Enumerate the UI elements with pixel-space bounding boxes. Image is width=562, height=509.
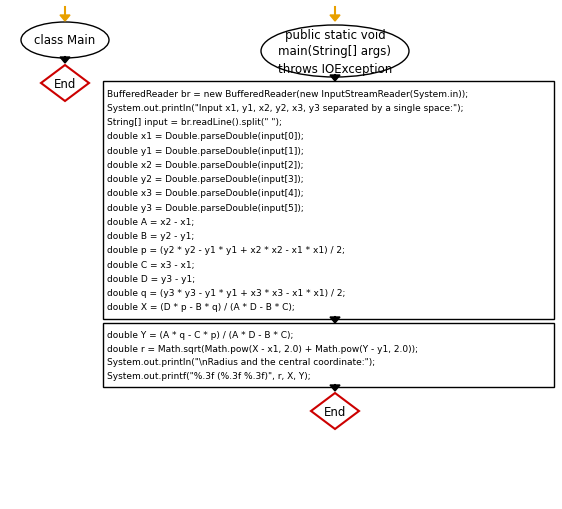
FancyBboxPatch shape — [103, 82, 554, 319]
Polygon shape — [330, 76, 340, 82]
Text: double r = Math.sqrt(Math.pow(X - x1, 2.0) + Math.pow(Y - y1, 2.0));: double r = Math.sqrt(Math.pow(X - x1, 2.… — [107, 344, 418, 353]
Text: End: End — [54, 77, 76, 90]
Text: double y2 = Double.parseDouble(input[3]);: double y2 = Double.parseDouble(input[3])… — [107, 175, 303, 184]
Text: double y1 = Double.parseDouble(input[1]);: double y1 = Double.parseDouble(input[1])… — [107, 147, 303, 155]
Text: double A = x2 - x1;: double A = x2 - x1; — [107, 217, 194, 227]
Text: double x1 = Double.parseDouble(input[0]);: double x1 = Double.parseDouble(input[0])… — [107, 132, 303, 141]
Text: double B = y2 - y1;: double B = y2 - y1; — [107, 232, 194, 241]
Ellipse shape — [261, 26, 409, 78]
Text: String[] input = br.readLine().split(" ");: String[] input = br.readLine().split(" "… — [107, 118, 282, 127]
Polygon shape — [330, 16, 340, 22]
Text: public static void
main(String[] args)
throws IOException: public static void main(String[] args) t… — [278, 29, 392, 75]
Text: End: End — [324, 405, 346, 418]
Text: double D = y3 - y1;: double D = y3 - y1; — [107, 274, 195, 284]
Text: double y3 = Double.parseDouble(input[5]);: double y3 = Double.parseDouble(input[5])… — [107, 203, 303, 212]
Polygon shape — [60, 58, 70, 64]
Polygon shape — [41, 66, 89, 102]
Text: double X = (D * p - B * q) / (A * D - B * C);: double X = (D * p - B * q) / (A * D - B … — [107, 303, 294, 312]
Polygon shape — [311, 393, 359, 429]
Polygon shape — [330, 385, 340, 391]
Text: class Main: class Main — [34, 35, 96, 47]
Text: System.out.println("\nRadius and the central coordinate:");: System.out.println("\nRadius and the cen… — [107, 357, 375, 366]
Text: double Y = (A * q - C * p) / (A * D - B * C);: double Y = (A * q - C * p) / (A * D - B … — [107, 331, 293, 340]
FancyBboxPatch shape — [103, 323, 554, 387]
Ellipse shape — [21, 23, 109, 59]
Text: double x3 = Double.parseDouble(input[4]);: double x3 = Double.parseDouble(input[4])… — [107, 189, 303, 198]
Text: double C = x3 - x1;: double C = x3 - x1; — [107, 260, 194, 269]
Text: double x2 = Double.parseDouble(input[2]);: double x2 = Double.parseDouble(input[2])… — [107, 160, 303, 169]
Text: double p = (y2 * y2 - y1 * y1 + x2 * x2 - x1 * x1) / 2;: double p = (y2 * y2 - y1 * y1 + x2 * x2 … — [107, 246, 345, 255]
Polygon shape — [60, 16, 70, 22]
Text: System.out.println("Input x1, y1, x2, y2, x3, y3 separated by a single space:");: System.out.println("Input x1, y1, x2, y2… — [107, 104, 464, 112]
Text: System.out.printf("%.3f (%.3f %.3f)", r, X, Y);: System.out.printf("%.3f (%.3f %.3f)", r,… — [107, 371, 311, 380]
Text: BufferedReader br = new BufferedReader(new InputStreamReader(System.in));: BufferedReader br = new BufferedReader(n… — [107, 90, 468, 98]
Text: double q = (y3 * y3 - y1 * y1 + x3 * x3 - x1 * x1) / 2;: double q = (y3 * y3 - y1 * y1 + x3 * x3 … — [107, 289, 346, 298]
Polygon shape — [330, 318, 340, 323]
